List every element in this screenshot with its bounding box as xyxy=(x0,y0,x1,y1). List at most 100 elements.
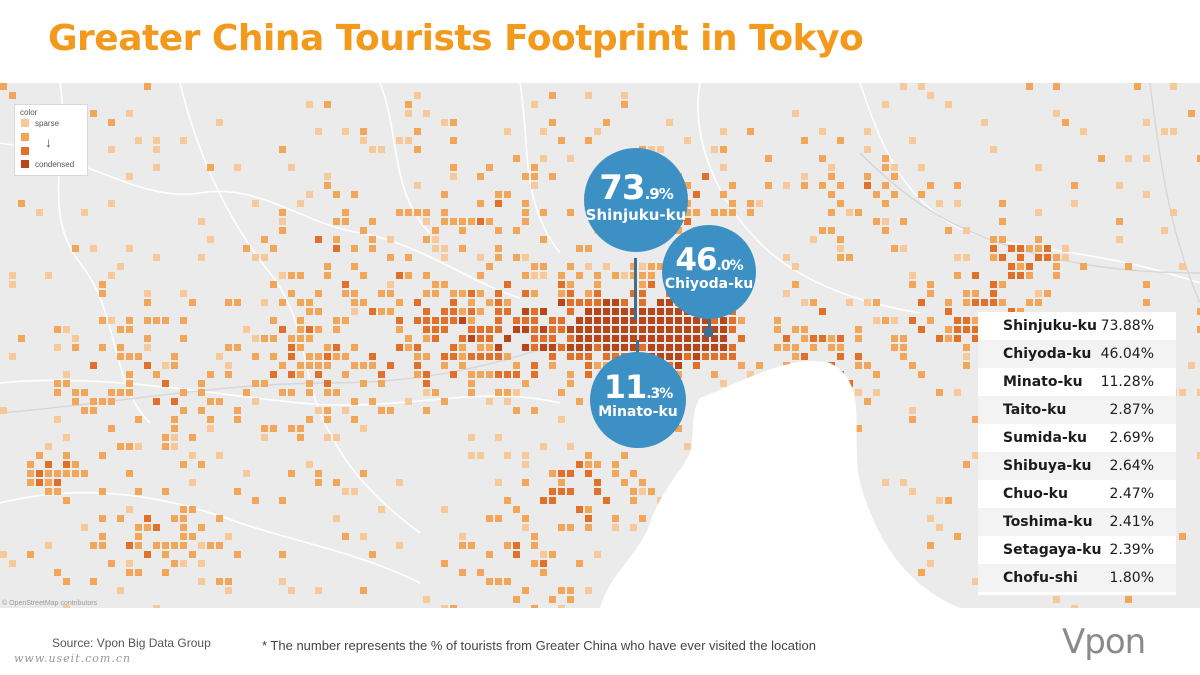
density-cell xyxy=(513,551,520,558)
density-cell xyxy=(522,344,529,351)
density-cell xyxy=(396,317,403,324)
density-cell xyxy=(333,479,340,486)
density-cell xyxy=(801,137,808,144)
density-cell xyxy=(504,542,511,549)
density-cell xyxy=(126,380,133,387)
density-cell xyxy=(1062,254,1069,261)
density-cell xyxy=(108,389,115,396)
density-cell xyxy=(432,389,439,396)
density-cell xyxy=(99,344,106,351)
density-cell xyxy=(531,164,538,171)
density-cell xyxy=(684,344,691,351)
density-cell xyxy=(387,281,394,288)
density-cell xyxy=(792,281,799,288)
density-cell xyxy=(882,155,889,162)
density-cell xyxy=(216,452,223,459)
density-cell xyxy=(360,470,367,477)
density-cell xyxy=(495,245,502,252)
density-cell xyxy=(324,416,331,423)
density-cell xyxy=(117,443,124,450)
density-cell xyxy=(315,308,322,315)
legend-swatch-condensed xyxy=(21,160,29,168)
density-cell xyxy=(153,137,160,144)
density-cell xyxy=(378,371,385,378)
density-cell xyxy=(999,218,1006,225)
density-cell xyxy=(171,434,178,441)
density-cell xyxy=(558,470,565,477)
density-cell xyxy=(1026,245,1033,252)
density-cell xyxy=(1008,245,1015,252)
density-cell xyxy=(648,344,655,351)
density-cell xyxy=(486,371,493,378)
density-cell xyxy=(360,533,367,540)
density-cell xyxy=(207,398,214,405)
density-cell xyxy=(549,173,556,180)
density-cell xyxy=(765,182,772,189)
density-cell xyxy=(270,371,277,378)
density-cell xyxy=(675,326,682,333)
density-cell xyxy=(756,200,763,207)
density-cell xyxy=(657,353,664,360)
callout-shinjuku[interactable]: 73.9% Shinjuku-ku xyxy=(584,148,688,252)
density-cell xyxy=(909,317,916,324)
callout-shinjuku-value: 73.9% xyxy=(584,168,688,208)
density-cell xyxy=(297,200,304,207)
density-cell xyxy=(819,128,826,135)
density-cell xyxy=(882,218,889,225)
density-cell xyxy=(477,326,484,333)
density-cell xyxy=(1008,308,1015,315)
density-cell xyxy=(639,335,646,342)
density-cell xyxy=(900,353,907,360)
density-cell xyxy=(855,353,862,360)
density-cell xyxy=(666,317,673,324)
density-cell xyxy=(504,371,511,378)
density-cell xyxy=(414,362,421,369)
density-cell xyxy=(288,425,295,432)
density-cell xyxy=(225,344,232,351)
density-cell xyxy=(405,209,412,216)
density-cell xyxy=(1143,281,1150,288)
density-cell xyxy=(198,461,205,468)
callout-chiyoda[interactable]: 46.0% Chiyoda-ku xyxy=(662,225,756,319)
density-cell xyxy=(81,209,88,216)
density-cell xyxy=(576,344,583,351)
density-cell xyxy=(495,326,502,333)
density-cell xyxy=(198,560,205,567)
density-cell xyxy=(297,272,304,279)
density-cell xyxy=(441,605,448,608)
density-cell xyxy=(972,326,979,333)
density-cell xyxy=(9,353,16,360)
density-cell xyxy=(585,245,592,252)
density-cell xyxy=(837,344,844,351)
density-cell xyxy=(234,416,241,423)
density-cell xyxy=(63,380,70,387)
density-cell xyxy=(855,425,862,432)
density-cell xyxy=(423,308,430,315)
density-cell xyxy=(117,344,124,351)
density-cell xyxy=(558,299,565,306)
density-cell xyxy=(144,317,151,324)
density-cell xyxy=(468,326,475,333)
density-cell xyxy=(954,254,961,261)
density-cell xyxy=(522,587,529,594)
density-cell xyxy=(1035,236,1042,243)
density-cell xyxy=(279,362,286,369)
density-cell xyxy=(324,272,331,279)
table-row: Chiyoda-ku 46.04% xyxy=(978,340,1176,368)
density-cell xyxy=(477,218,484,225)
density-cell xyxy=(531,335,538,342)
density-cell xyxy=(153,164,160,171)
density-cell xyxy=(342,218,349,225)
density-cell xyxy=(702,335,709,342)
density-cell xyxy=(603,335,610,342)
density-cell xyxy=(180,317,187,324)
density-cell xyxy=(333,389,340,396)
density-cell xyxy=(342,281,349,288)
density-cell xyxy=(162,569,169,576)
density-cell xyxy=(459,542,466,549)
callout-minato[interactable]: 11.3% Minato-ku xyxy=(590,352,686,448)
density-cell xyxy=(1161,128,1168,135)
density-cell xyxy=(297,362,304,369)
density-cell xyxy=(963,362,970,369)
density-cell xyxy=(315,326,322,333)
